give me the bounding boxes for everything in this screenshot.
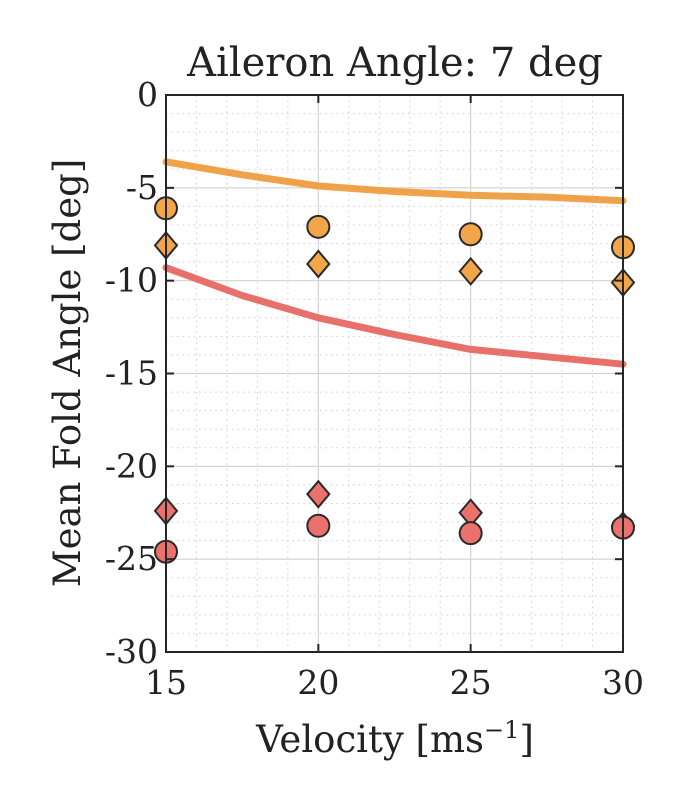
y-tick-label: 0 (137, 75, 158, 114)
x-tick-label: 15 (145, 663, 187, 702)
diamond-marker (458, 256, 483, 286)
circle-marker (306, 214, 331, 239)
y-tick-label: -5 (126, 168, 158, 207)
y-tick-label: -25 (105, 539, 158, 578)
y-tick-label: -10 (105, 261, 158, 300)
series-line-1 (162, 158, 627, 205)
x-tick-label: 25 (450, 663, 492, 702)
chart-title: Aileron Angle: 7 deg (186, 40, 603, 86)
series-lines (162, 158, 627, 368)
series-markers (153, 196, 636, 564)
x-axis-label: Velocity [ms−1] (255, 716, 534, 761)
y-axis-label: Mean Fold Angle [deg] (46, 159, 89, 588)
circle-marker (458, 222, 483, 247)
circle-marker (306, 513, 331, 538)
x-tick-label: 30 (602, 663, 644, 702)
series-line-2 (162, 264, 627, 368)
x-axis-label-main: Velocity [ms (255, 718, 484, 761)
x-axis-label-exponent: −1 (484, 716, 519, 744)
diamond-marker (306, 249, 331, 279)
axis-ticks: 15 20 25 30 0 -5 -10 -15 -20 -25 -30 (105, 75, 644, 702)
y-tick-label: -30 (105, 632, 158, 671)
x-axis-label-close: ] (519, 718, 533, 761)
y-tick-label: -15 (105, 354, 158, 393)
y-tick-label: -20 (105, 446, 158, 485)
grid (165, 94, 624, 653)
diamond-marker (306, 479, 331, 509)
x-tick-label: 20 (297, 663, 339, 702)
circle-marker (458, 521, 483, 546)
